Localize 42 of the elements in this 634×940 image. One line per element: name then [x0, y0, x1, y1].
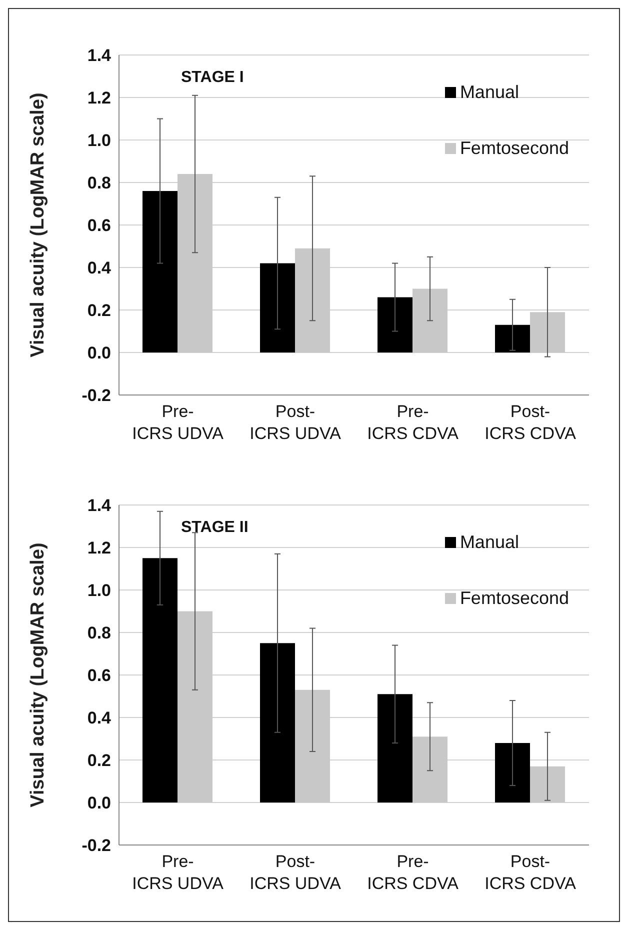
y-tick-label: 1.0 [87, 131, 111, 150]
y-tick-label: 0.6 [87, 216, 111, 236]
y-tick-label: 1.4 [87, 496, 112, 516]
x-tick-label: Pre- ICRS UDVA [132, 852, 224, 893]
bar [142, 558, 178, 802]
x-tick-label: Post- ICRS UDVA [250, 852, 342, 893]
legend-label: Manual [458, 80, 520, 104]
legend-label: Femtosecond [458, 586, 569, 610]
x-tick-label: Post- ICRS CDVA [484, 852, 577, 893]
y-tick-label: 1.4 [87, 46, 112, 66]
y-tick-label: 0.6 [87, 666, 111, 686]
bar [378, 297, 412, 352]
y-tick-label: 1.2 [87, 88, 111, 108]
y-tick-label: 0.2 [87, 751, 111, 770]
legend-label: Manual [458, 530, 520, 554]
annotation: STAGE I [181, 69, 244, 87]
bar [495, 324, 530, 352]
x-tick-label: Post- ICRS UDVA [250, 402, 342, 443]
y-axis-title: Visual acuity (LogMAR scale) [28, 92, 49, 358]
y-tick-label: 0.4 [87, 258, 112, 278]
y-tick-label: -0.2 [82, 836, 111, 856]
y-tick-label: 0.8 [87, 174, 111, 193]
y-tick-label: 1.0 [87, 581, 111, 600]
bar [142, 191, 178, 352]
y-axis-title: Visual acuity (LogMAR scale) [28, 542, 49, 808]
y-tick-label: 0.0 [87, 344, 111, 363]
bar [260, 643, 295, 802]
x-tick-label: Post- ICRS CDVA [484, 402, 577, 443]
y-tick-label: 0.8 [87, 624, 111, 643]
y-tick-label: -0.2 [82, 386, 111, 406]
y-tick-label: 0.0 [87, 794, 111, 813]
y-tick-label: 0.2 [87, 301, 111, 320]
bar [260, 263, 295, 352]
x-tick-label: Pre- ICRS CDVA [367, 402, 460, 443]
annotation: STAGE II [181, 519, 248, 537]
x-tick-label: Pre- ICRS UDVA [132, 402, 224, 443]
y-tick-label: 1.2 [87, 538, 111, 558]
bar [495, 743, 530, 802]
bar [378, 694, 412, 802]
y-tick-label: 0.4 [87, 708, 112, 728]
x-tick-label: Pre- ICRS CDVA [367, 852, 460, 893]
legend-label: Femtosecond [458, 136, 569, 160]
